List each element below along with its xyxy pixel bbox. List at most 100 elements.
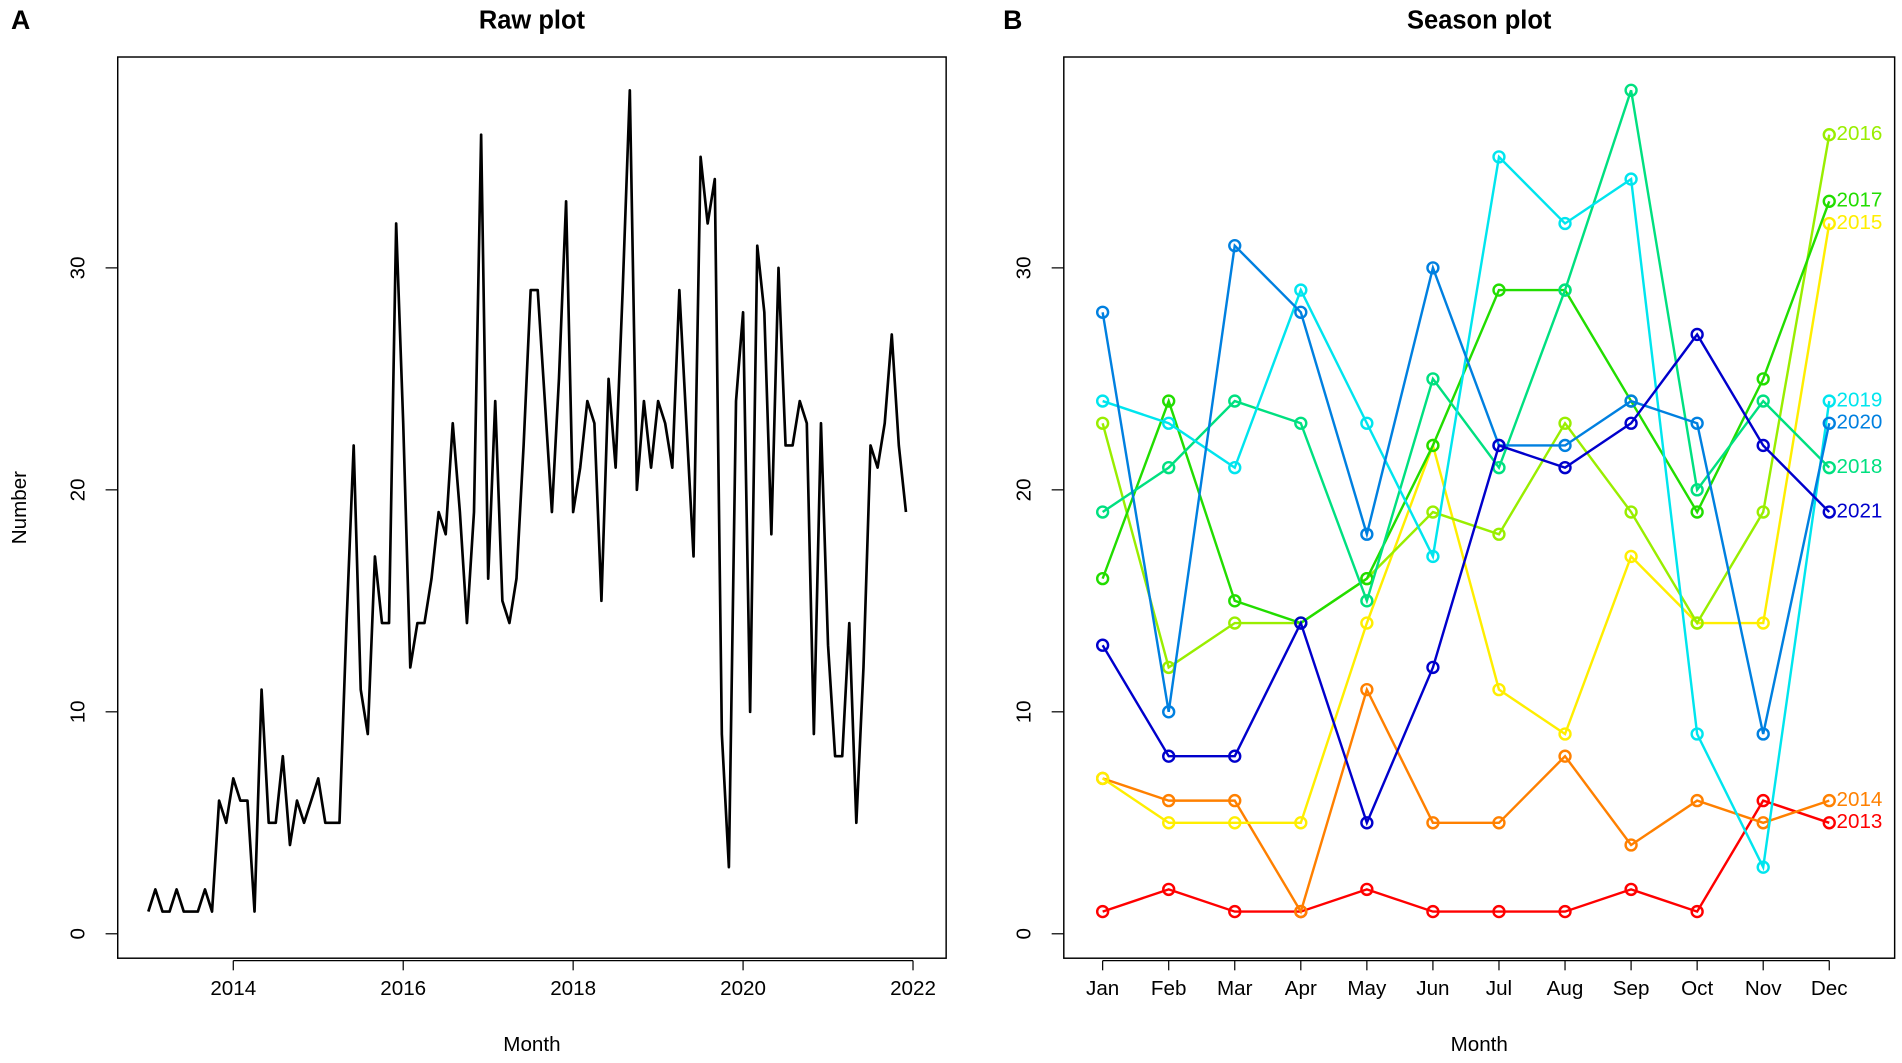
season-point	[1228, 749, 1242, 763]
season-point	[1360, 594, 1374, 608]
season-point	[1095, 638, 1110, 652]
season-point	[1162, 749, 1176, 763]
season-point	[1624, 83, 1638, 97]
season-point	[1228, 239, 1242, 253]
season-point	[1426, 372, 1440, 386]
season-line	[1101, 223, 1831, 825]
chart-title: Raw plot	[479, 7, 586, 35]
season-point	[1294, 283, 1308, 297]
season-point	[1822, 416, 1836, 430]
series-label: 2016	[1837, 122, 1883, 145]
x-tick-label: Nov	[1745, 977, 1782, 1000]
season-point	[1294, 616, 1308, 630]
season-point	[1162, 793, 1176, 808]
season-point	[1756, 616, 1770, 630]
season-line	[1101, 200, 1831, 625]
season-point	[1558, 460, 1572, 475]
season-point	[1822, 216, 1836, 231]
x-tick-label: Jun	[1416, 977, 1449, 1000]
y-tick-label: 30	[66, 256, 89, 279]
x-tick-label: 2016	[380, 977, 426, 1000]
season-point	[1756, 394, 1770, 408]
season-point	[1228, 594, 1242, 608]
series-label: 2020	[1837, 411, 1883, 434]
x-tick-label: Jul	[1486, 977, 1512, 1000]
season-point	[1624, 394, 1638, 408]
x-tick-label: Aug	[1547, 977, 1584, 1000]
season-point	[1624, 549, 1638, 564]
season-point	[1426, 816, 1440, 830]
y-tick-label: 10	[66, 700, 89, 723]
season-point	[1360, 816, 1374, 830]
season-point	[1558, 438, 1572, 453]
x-tick-label: 2018	[550, 977, 596, 1000]
x-tick-label: Mar	[1217, 977, 1253, 1000]
season-point	[1624, 172, 1638, 186]
season-point	[1492, 150, 1506, 164]
y-tick-label: 20	[66, 478, 89, 501]
season-point	[1360, 527, 1374, 541]
season-point	[1756, 793, 1770, 808]
season-line	[1102, 686, 1830, 915]
season-line	[1101, 243, 1831, 735]
season-point	[1360, 682, 1374, 697]
season-point	[1558, 727, 1572, 741]
series-label: 2014	[1837, 788, 1883, 811]
x-tick-label: May	[1347, 977, 1387, 1000]
season-point	[1228, 394, 1242, 408]
season-point	[1492, 438, 1506, 453]
season-point	[1294, 904, 1308, 919]
season-point	[1690, 505, 1704, 519]
season-point	[1822, 793, 1836, 808]
season-point	[1822, 128, 1836, 142]
season-point	[1822, 394, 1836, 408]
season-point	[1294, 305, 1308, 319]
season-point	[1095, 394, 1110, 408]
x-tick-label: Oct	[1681, 977, 1713, 1000]
panel-label: A	[11, 5, 30, 35]
plot-frame	[116, 56, 947, 959]
x-tick-label: 2014	[210, 977, 256, 1000]
season-point	[1095, 305, 1110, 319]
series-label: 2018	[1837, 455, 1883, 478]
y-axis-label: Number	[8, 471, 31, 544]
season-point	[1690, 793, 1704, 808]
season-point	[1756, 860, 1770, 874]
season-point	[1690, 416, 1704, 430]
season-point	[1095, 505, 1110, 519]
season-point	[1822, 460, 1836, 475]
season-point	[1426, 660, 1440, 675]
x-axis-label: Month	[503, 1033, 560, 1056]
season-point	[1162, 705, 1176, 719]
season-point	[1492, 682, 1506, 697]
season-line	[1102, 154, 1831, 872]
season-point	[1228, 793, 1242, 808]
season-point	[1492, 283, 1506, 297]
y-tick-label: 20	[1012, 478, 1035, 501]
season-point	[1756, 438, 1770, 453]
season-point	[1690, 483, 1704, 497]
y-tick-label: 0	[66, 928, 89, 939]
season-point	[1426, 904, 1440, 919]
season-point	[1558, 749, 1572, 763]
season-point	[1756, 372, 1770, 386]
x-tick-label: 2022	[890, 977, 936, 1000]
season-point	[1624, 505, 1638, 519]
season-point	[1162, 460, 1176, 475]
season-point	[1558, 283, 1572, 297]
season-point	[1426, 549, 1440, 564]
season-point	[1360, 882, 1374, 897]
series-label: 2017	[1837, 189, 1883, 212]
x-tick-label: Sep	[1613, 977, 1650, 1000]
season-point	[1228, 616, 1242, 630]
season-point	[1624, 416, 1638, 430]
season-point	[1558, 216, 1572, 231]
x-axis-label: Month	[1451, 1033, 1508, 1056]
season-point	[1162, 416, 1176, 430]
season-point	[1426, 505, 1440, 519]
panel-label: B	[1003, 5, 1022, 35]
season-point	[1095, 771, 1110, 786]
season-point	[1624, 838, 1638, 852]
